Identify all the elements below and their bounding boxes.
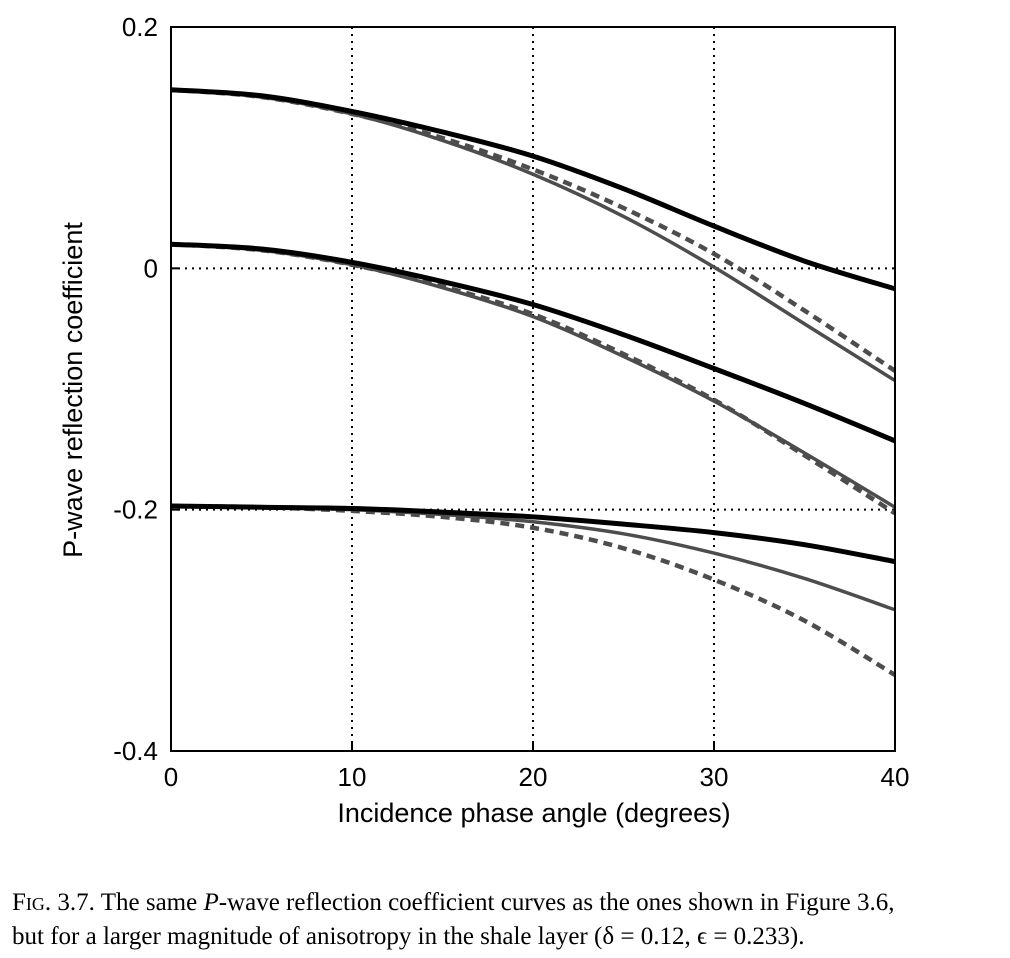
y-tick-label-0: 0 — [144, 253, 158, 283]
tick-labels: 0 10 20 30 40 -0.4 -0.2 0 0.2 — [113, 12, 909, 792]
series-lines — [170, 87, 897, 677]
caption-line-1: Fig. 3.7. The same P-wave reflection coe… — [12, 886, 1002, 920]
x-tick-label-20: 20 — [519, 762, 548, 792]
grid-lines — [171, 27, 895, 751]
series-line-9 — [170, 503, 897, 677]
series-line-4 — [170, 241, 896, 444]
series-line-1 — [170, 87, 896, 292]
y-tick-label-0p2: 0.2 — [122, 12, 158, 42]
y-axis-label: P-wave reflection coefficient — [58, 222, 88, 558]
x-tick-label-0: 0 — [164, 762, 178, 792]
x-axis-label: Incidence phase angle (degrees) — [337, 798, 730, 828]
caption-text-1a: The same — [100, 889, 204, 916]
y-tick-label-neg0p2: -0.2 — [113, 495, 158, 525]
series-line-7 — [170, 503, 896, 565]
caption-text-1b: -wave reflection coefficient curves as t… — [218, 889, 895, 916]
x-tick-label-30: 30 — [700, 762, 729, 792]
plot-frame — [170, 26, 896, 752]
figure-caption: Fig. 3.7. The same P-wave reflection coe… — [12, 886, 1002, 954]
y-tick-label-neg0p4: -0.4 — [113, 736, 158, 766]
caption-italic-p: P — [203, 889, 219, 916]
series-line-5 — [170, 242, 896, 509]
x-tick-label-10: 10 — [338, 762, 367, 792]
caption-line-2: but for a larger magnitude of anisotropy… — [12, 923, 805, 950]
reflection-coefficient-chart: 0 10 20 30 40 -0.4 -0.2 0 0.2 Incidence phase an… — [58, 12, 909, 828]
axes-frame — [170, 26, 896, 752]
x-tick-label-40: 40 — [881, 762, 910, 792]
caption-figure-label: Fig. 3.7. — [12, 889, 95, 916]
